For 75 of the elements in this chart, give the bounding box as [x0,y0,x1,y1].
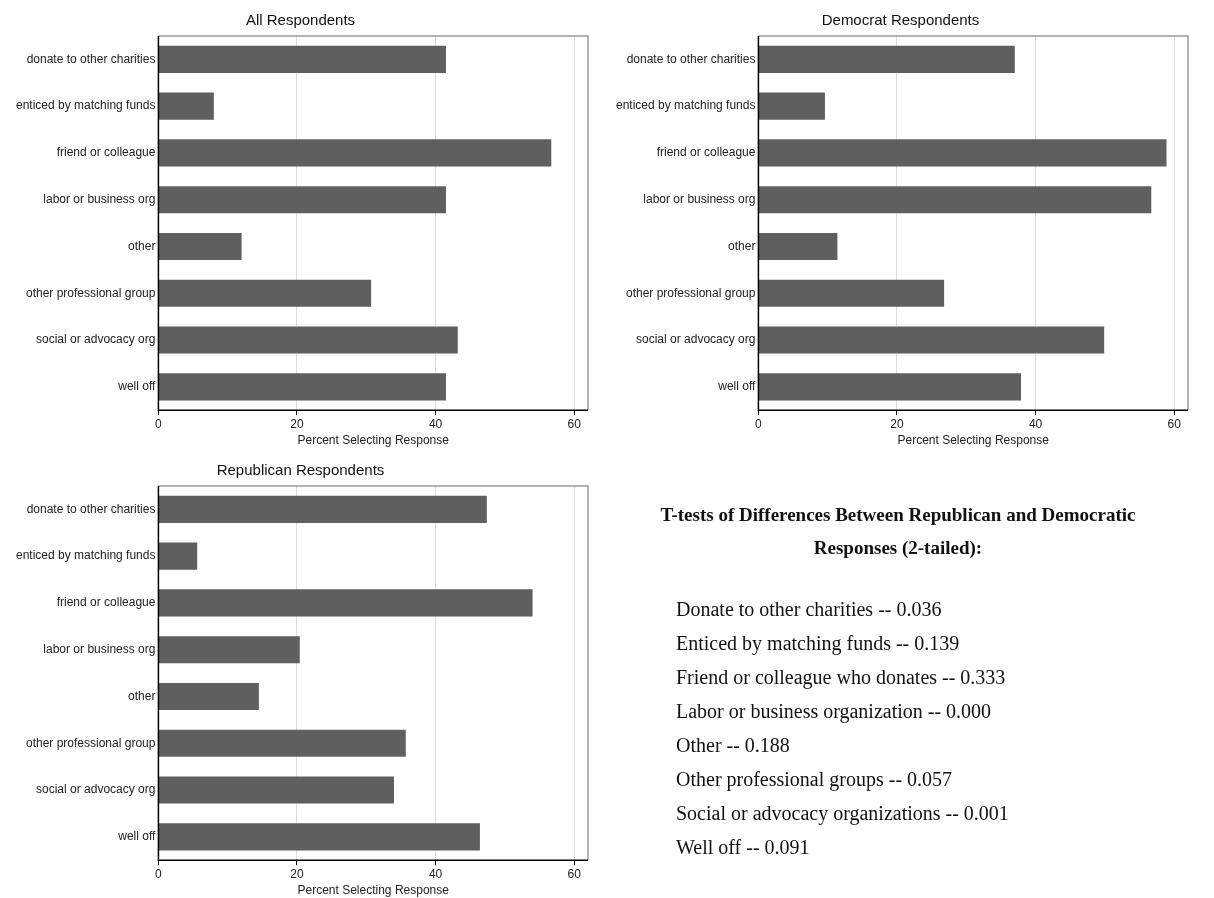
bar [158,776,394,804]
bar [158,45,446,73]
x-tick-label: 60 [567,866,582,881]
bar [758,45,1015,73]
x-axis-title: Percent Selecting Response [297,433,450,448]
x-tick-label: 40 [428,866,443,881]
x-axis-title: Percent Selecting Response [297,883,450,898]
bar [158,139,552,167]
y-tick-label: labor or business org [643,192,756,207]
y-tick-label: other [128,238,156,253]
y-tick-label: enticed by matching funds [16,98,156,113]
x-tick-label: 20 [890,416,904,431]
y-tick-label: friend or colleague [656,145,756,160]
x-tick-label: 60 [1167,416,1182,431]
bar [158,495,487,523]
y-tick-label: donate to other charities [626,51,756,66]
bar [158,682,259,711]
chart-title: All Respondents [245,11,356,29]
bar [758,232,838,261]
chart-title: Republican Respondents [216,461,385,479]
x-tick-label: 0 [155,416,163,431]
y-tick-label: donate to other charities [26,501,156,516]
bar [758,139,1167,167]
x-tick-label: 20 [290,416,304,431]
bar [758,279,945,307]
y-tick-label: well off [117,379,157,394]
text: Labor or business organization -- 0.000 [676,699,993,725]
x-tick-label: 40 [1028,416,1043,431]
text: Well off -- 0.091 [676,835,811,860]
bar [158,636,300,664]
text: Enticed by matching funds -- 0.139 [676,631,961,657]
bar [158,729,406,757]
y-tick-label: labor or business org [43,642,156,657]
bar [158,542,198,570]
chart-title: Democrat Respondents [821,11,980,29]
bar [758,373,1022,401]
bar [758,92,825,120]
x-tick-label: 20 [290,866,304,881]
x-tick-label: 60 [567,416,582,431]
text: Other -- 0.188 [676,733,791,758]
y-tick-label: social or advocacy org [636,332,756,347]
bar [158,279,372,307]
y-tick-label: other [128,688,156,703]
bar [158,232,242,261]
y-tick-label: other professional group [26,735,156,750]
y-tick-label: social or advocacy org [36,782,156,797]
x-tick-label: 0 [755,416,763,431]
y-tick-label: other professional group [26,285,156,300]
bar [158,326,458,354]
y-tick-label: donate to other charities [26,51,156,66]
bar [158,589,533,617]
text: Donate to other charities -- 0.036 [676,597,943,622]
y-tick-label: well off [117,829,157,844]
bar [158,92,214,120]
bar [758,326,1105,354]
bar [158,823,480,851]
y-tick-label: friend or colleague [56,145,156,160]
y-tick-label: enticed by matching funds [616,98,756,113]
bar [758,186,1152,214]
x-axis-title: Percent Selecting Response [897,433,1050,448]
y-tick-label: labor or business org [43,192,156,207]
y-tick-label: friend or colleague [56,595,156,610]
bar [158,186,446,214]
bar [158,373,446,401]
y-tick-label: enticed by matching funds [16,548,156,563]
text: Friend or colleague who donates -- 0.333 [676,665,1007,691]
y-tick-label: well off [717,379,757,394]
text: T-tests of Differences Between Republican and Democratic Responses (2-tailed): [659,503,1137,560]
y-tick-label: other [728,238,756,253]
y-tick-label: social or advocacy org [36,332,156,347]
y-tick-label: other professional group [626,285,756,300]
text: Other professional groups -- 0.057 [676,767,954,793]
x-tick-label: 0 [155,866,163,881]
x-tick-label: 40 [428,416,443,431]
text: Social or advocacy organizations -- 0.001 [676,801,1010,827]
